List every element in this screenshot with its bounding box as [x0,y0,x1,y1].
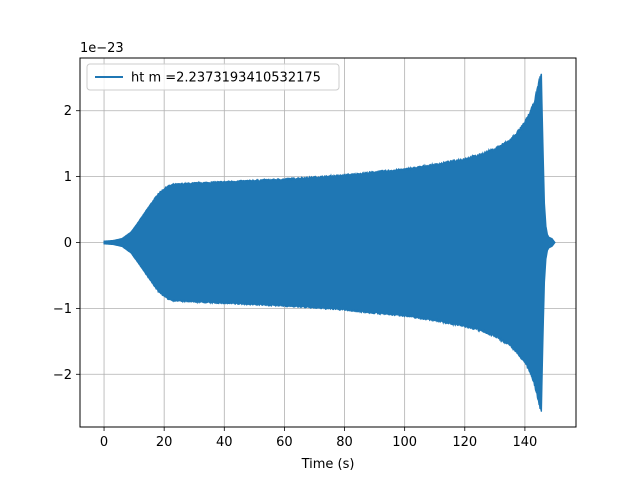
x-tick-label: 20 [156,435,173,450]
y-tick-label: 1 [64,170,72,185]
x-tick-label: 100 [392,435,417,450]
x-tick-label: 60 [276,435,293,450]
y-tick-label: −1 [53,302,72,317]
y-offset-label: 1e−23 [80,41,124,56]
axis-ticks: 0 20 40 60 80 100 120 140 −2 −1 0 1 2 [53,104,537,450]
x-tick-label: 80 [336,435,353,450]
y-tick-label: 2 [64,104,72,119]
x-tick-label: 140 [512,435,537,450]
legend: ht m =2.2373193410532175 [86,63,340,91]
y-tick-label: −2 [53,368,72,383]
legend-box [86,63,340,91]
x-tick-label: 0 [100,435,108,450]
y-tick-label: 0 [64,236,72,251]
plot-area [103,73,556,412]
x-tick-label: 40 [216,435,233,450]
x-axis-label: Time (s) [301,457,355,472]
x-tick-label: 120 [452,435,477,450]
legend-series-label: ht m =2.2373193410532175 [131,71,321,86]
